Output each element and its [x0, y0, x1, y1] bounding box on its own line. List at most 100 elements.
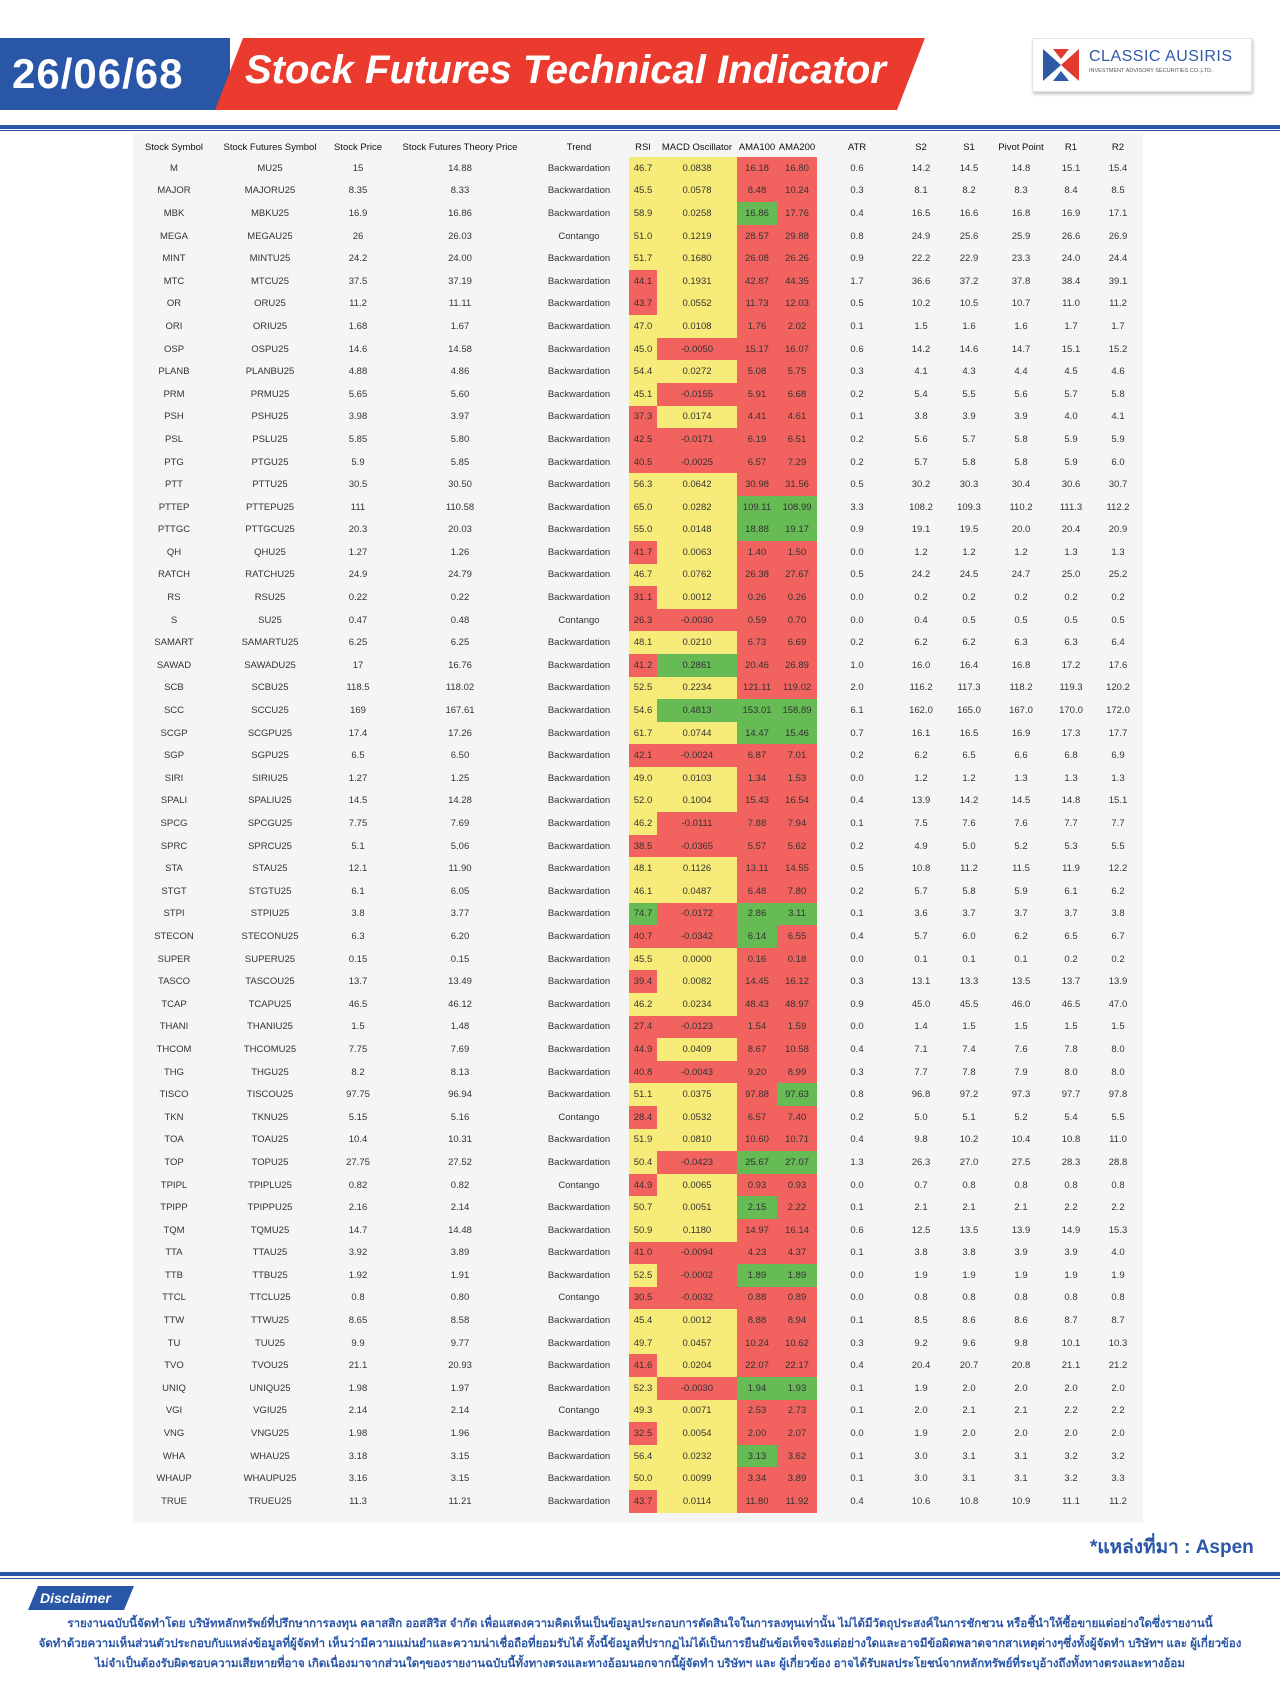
cell-atr: 0.0	[850, 546, 864, 558]
cell-s2: 1.2	[914, 772, 928, 784]
cell-ama100: 2.15	[737, 1196, 777, 1219]
cell-macd: 0.4813	[657, 699, 737, 722]
cell-r1: 7.8	[1064, 1043, 1078, 1055]
cell-futures-symbol: OSPU25	[251, 343, 289, 355]
cell-pivot: 23.3	[1011, 253, 1031, 265]
cell-ama100: 1.89	[737, 1264, 777, 1287]
cell-s2: 0.7	[914, 1179, 928, 1191]
cell-ama200: 44.35	[777, 269, 817, 293]
cell-ama100: 5.57	[737, 834, 777, 858]
cell-r1: 46.5	[1061, 998, 1081, 1010]
cell-s2: 36.6	[911, 275, 931, 287]
cell-pivot: 10.4	[1011, 1134, 1031, 1146]
cell-rsi: 50.7	[629, 1196, 657, 1219]
cell-stock-price: 7.75	[348, 1043, 368, 1055]
cell-stock-symbol: PRM	[163, 388, 185, 400]
cell-rsi: 48.1	[629, 631, 657, 655]
cell-macd: 0.0099	[657, 1467, 737, 1491]
cell-rsi: 44.9	[629, 1173, 657, 1197]
cell-stock-symbol: TRUE	[161, 1495, 187, 1507]
cell-futures-symbol: PRMU25	[250, 388, 290, 400]
cell-ama200: 7.94	[777, 812, 817, 835]
cell-futures-symbol: MU25	[257, 162, 283, 174]
cell-ama200: 2.73	[777, 1399, 817, 1423]
cell-rsi: 45.5	[629, 947, 657, 971]
cell-r1: 6.8	[1064, 750, 1078, 762]
cell-theory-price: 5.85	[450, 456, 470, 468]
cell-rsi: 48.1	[629, 857, 657, 880]
cell-r2: 2.2	[1111, 1405, 1125, 1417]
cell-trend: Contango	[558, 1111, 600, 1123]
cell-pivot: 5.6	[1014, 388, 1028, 400]
cell-stock-symbol: QH	[166, 546, 182, 558]
cell-s2: 8.1	[914, 185, 928, 197]
cell-ama200: 3.11	[777, 902, 817, 926]
cell-atr: 0.5	[850, 569, 864, 581]
cell-macd: 0.1680	[657, 247, 737, 270]
cell-macd: -0.0050	[657, 337, 737, 361]
cell-trend: Backwardation	[547, 569, 611, 581]
cell-rsi: 41.0	[629, 1241, 657, 1265]
cell-ama100: 2.00	[737, 1422, 777, 1445]
cell-atr: 0.8	[850, 230, 864, 242]
cell-stock-symbol: VNG	[163, 1428, 185, 1440]
cell-r1: 28.3	[1061, 1156, 1081, 1168]
cell-ama100: 48.43	[737, 992, 777, 1016]
cell-trend: Backwardation	[547, 275, 611, 287]
cell-ama100: 15.17	[737, 337, 777, 361]
cell-rsi: 46.2	[629, 812, 657, 835]
cell-futures-symbol: PSLU25	[252, 433, 288, 445]
cell-atr: 1.0	[850, 659, 864, 671]
cell-s1: 16.4	[959, 659, 979, 671]
cell-stock-symbol: OSP	[163, 343, 185, 355]
cell-futures-symbol: SAMARTU25	[241, 637, 299, 649]
cell-pivot: 1.2	[1014, 546, 1028, 558]
cell-ama200: 16.54	[777, 789, 817, 813]
cell-stock-price: 0.22	[348, 592, 368, 604]
table-row: SUPER SUPERU25 0.15 0.15 Backwardation 45.5 0.…	[133, 947, 1143, 971]
cell-trend: Backwardation	[547, 772, 611, 784]
cell-rsi: 26.3	[629, 608, 657, 632]
cell-s2: 1.9	[914, 1382, 928, 1394]
cell-r1: 5.7	[1064, 388, 1078, 400]
cell-theory-price: 24.00	[448, 253, 472, 265]
cell-r1: 17.2	[1061, 659, 1081, 671]
cell-rsi: 41.7	[629, 541, 657, 564]
disclaimer-divider-thin	[0, 1578, 1280, 1579]
cell-futures-symbol: VNGU25	[250, 1428, 289, 1440]
cell-pivot: 5.8	[1014, 433, 1028, 445]
cell-futures-symbol: TTWU25	[251, 1315, 289, 1327]
cell-r2: 15.4	[1108, 162, 1128, 174]
cell-r1: 14.8	[1061, 795, 1081, 807]
cell-stock-price: 5.9	[351, 456, 365, 468]
cell-trend: Backwardation	[547, 433, 611, 445]
cell-futures-symbol: MEGAU25	[247, 230, 293, 242]
table-row: THCOM THCOMU25 7.75 7.69 Backwardation 44.9 0.…	[133, 1038, 1143, 1061]
cell-trend: Backwardation	[547, 1337, 611, 1349]
cell-ama100: 6.19	[737, 428, 777, 451]
cell-ama100: 26.08	[737, 247, 777, 270]
cell-s2: 30.2	[911, 479, 931, 491]
cell-r1: 2.0	[1064, 1382, 1078, 1394]
column-header-r1: R1	[1064, 141, 1078, 153]
cell-pivot: 2.1	[1014, 1202, 1028, 1214]
table-row: TCAP TCAPU25 46.5 46.12 Backwardation 46.2 0.0…	[133, 992, 1143, 1016]
cell-r1: 3.9	[1064, 1247, 1078, 1259]
cell-theory-price: 0.15	[450, 953, 470, 965]
cell-stock-price: 3.16	[348, 1473, 368, 1485]
cell-atr: 0.3	[850, 1066, 864, 1078]
cell-ama200: 26.89	[777, 654, 817, 677]
table-row: TRUE TRUEU25 11.3 11.21 Backwardation 43.7 0.0…	[133, 1490, 1143, 1513]
cell-futures-symbol: TISCOU25	[246, 1089, 294, 1101]
cell-ama100: 25.67	[737, 1151, 777, 1174]
cell-s2: 16.5	[911, 207, 931, 219]
cell-s2: 0.2	[914, 592, 928, 604]
table-row: THANI THANIU25 1.5 1.48 Backwardation 27.4 -0.…	[133, 1015, 1143, 1039]
cell-futures-symbol: THANIU25	[247, 1021, 293, 1033]
cell-stock-price: 2.16	[348, 1202, 368, 1214]
cell-stock-symbol: PTG	[164, 456, 184, 468]
cell-macd: 0.0578	[657, 179, 737, 203]
cell-r1: 5.3	[1064, 840, 1078, 852]
cell-ama200: 0.89	[777, 1286, 817, 1310]
cell-ama200: 4.37	[777, 1241, 817, 1265]
